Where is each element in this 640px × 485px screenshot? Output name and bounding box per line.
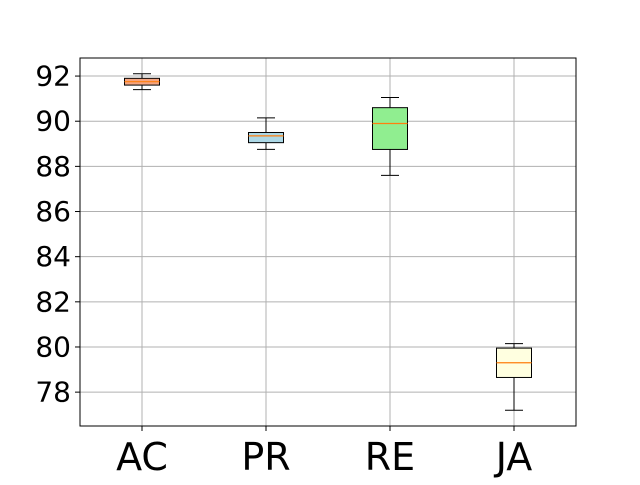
- y-tick-label: 78: [35, 376, 71, 409]
- iqr-box: [248, 132, 284, 144]
- x-tick-label: PR: [241, 435, 290, 479]
- iqr-box: [372, 107, 408, 150]
- y-tick-label: 82: [35, 285, 71, 318]
- box-ja: [496, 343, 532, 411]
- y-tick-label: 84: [35, 240, 71, 273]
- y-tick-label: 92: [35, 60, 71, 93]
- x-tick-label: JA: [494, 435, 533, 479]
- y-tick-label: 90: [35, 105, 71, 138]
- y-tick-label: 80: [35, 330, 71, 363]
- box-re: [372, 97, 408, 176]
- plot-frame: [79, 57, 577, 427]
- x-tick-label: RE: [365, 435, 415, 479]
- tick-labels: 78 80 82 84 86 88 90 92 AC PR RE JA: [35, 60, 532, 479]
- boxes: [124, 73, 532, 411]
- x-tick-label: AC: [116, 435, 168, 479]
- y-tick-label: 88: [35, 150, 71, 183]
- y-tick-label: 86: [35, 195, 71, 228]
- box-ac: [124, 73, 160, 91]
- box-pr: [248, 117, 284, 150]
